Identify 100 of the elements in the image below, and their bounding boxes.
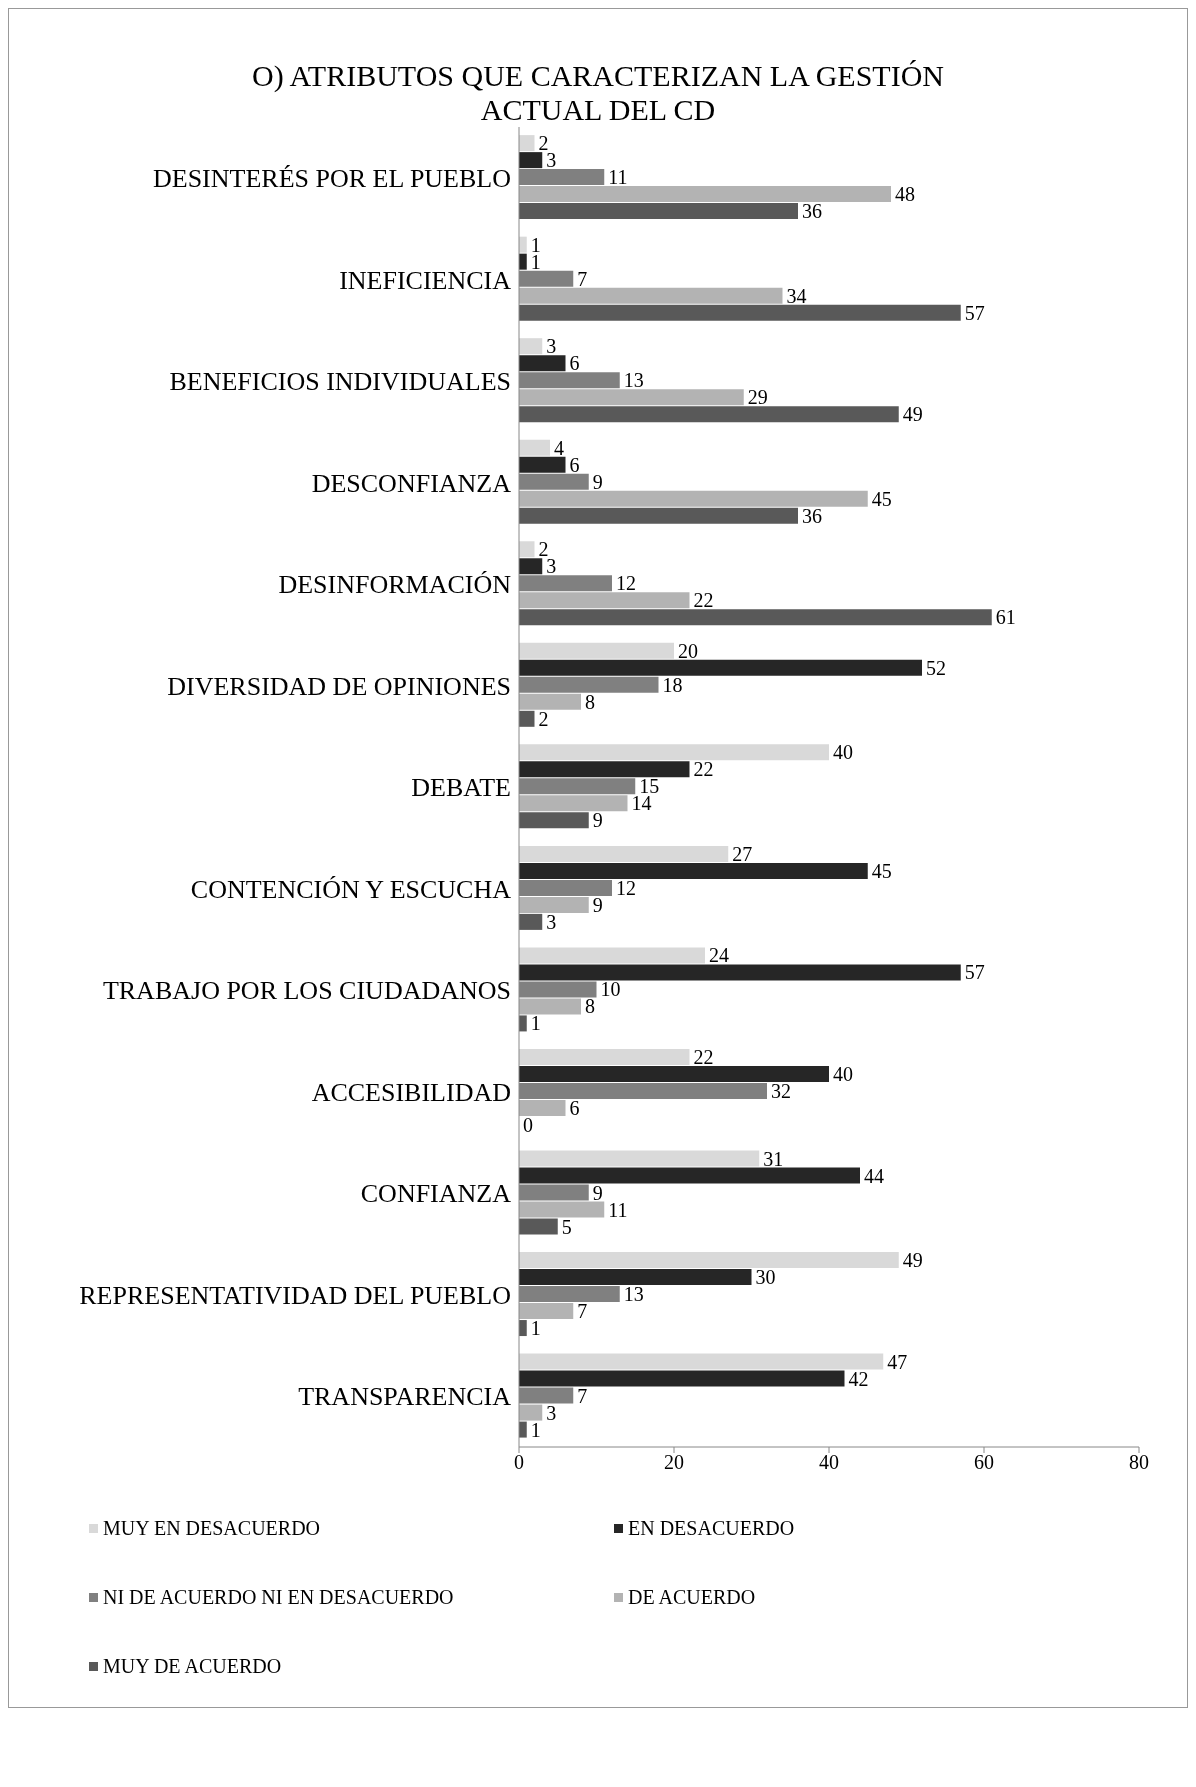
x-tick-label: 20: [664, 1451, 684, 1474]
bar: [519, 1065, 829, 1082]
data-label: 20: [678, 639, 698, 662]
data-label: 6: [569, 352, 580, 375]
y-tick-label: DEBATE: [411, 773, 511, 803]
legend-label: MUY EN DESACUERDO: [103, 1517, 321, 1540]
data-label: 13: [623, 369, 644, 392]
y-tick-label: ACCESIBILIDAD: [311, 1077, 511, 1107]
data-label: 8: [585, 690, 595, 713]
bar: [519, 964, 961, 981]
x-tick-label: 60: [974, 1451, 994, 1474]
chart-title: O) ATRIBUTOS QUE CARACTERIZAN LA GESTIÓN ACTUAL DEL CD: [251, 58, 945, 127]
bar: [519, 1015, 527, 1032]
bar: [519, 1048, 690, 1065]
data-label: 32: [771, 1079, 791, 1102]
y-tick-label: TRABAJO POR LOS CIUDADANOS: [102, 976, 511, 1006]
bar: [519, 744, 829, 761]
bar: [519, 1353, 884, 1370]
data-label: 3: [546, 910, 557, 933]
bar: [519, 1099, 566, 1116]
bar: [519, 913, 543, 930]
y-tick-label: DESINTERÉS POR EL PUEBLO: [153, 164, 511, 193]
bar: [519, 1201, 605, 1218]
bar: [519, 1370, 845, 1387]
x-tick-label: 80: [1129, 1451, 1149, 1474]
data-label: 3: [546, 555, 557, 578]
bar: [519, 1167, 860, 1184]
legend-label: NI DE ACUERDO NI EN DESACUERDO: [103, 1586, 454, 1609]
data-label: 57: [964, 301, 985, 324]
bar: [519, 355, 566, 372]
bar: [519, 1269, 752, 1286]
x-tick-label: 40: [819, 1451, 839, 1474]
y-tick-label: BENEFICIOS INDIVIDUALES: [169, 367, 511, 397]
data-label: 22: [693, 758, 714, 781]
data-label: 40: [833, 741, 853, 764]
legend-label: MUY DE ACUERDO: [103, 1655, 282, 1678]
data-label: 9: [592, 893, 603, 916]
data-label: 7: [577, 1384, 588, 1407]
bar: [519, 1404, 543, 1421]
data-label: 22: [693, 1045, 714, 1068]
data-label: 18: [662, 673, 683, 696]
data-label: 11: [608, 1198, 628, 1221]
bar: [519, 862, 868, 879]
bar: [519, 456, 566, 473]
data-label: 24: [709, 944, 729, 967]
data-label: 45: [871, 859, 892, 882]
data-label: 2: [538, 707, 549, 730]
data-label: 7: [577, 1300, 588, 1323]
data-label: 27: [732, 842, 753, 865]
data-label: 7: [577, 267, 588, 290]
y-tick-label: CONFIANZA: [360, 1179, 512, 1209]
data-label: 5: [561, 1215, 572, 1238]
bar: [519, 693, 581, 710]
data-label: 3: [546, 335, 557, 358]
bar: [519, 592, 690, 609]
data-label: 22: [693, 589, 714, 612]
bar: [519, 135, 535, 152]
bar: [519, 659, 922, 676]
data-label: 12: [616, 876, 636, 899]
bar: [519, 406, 899, 423]
bar: [519, 253, 527, 270]
data-label: 30: [755, 1266, 776, 1289]
bar: [519, 304, 961, 321]
data-label: 6: [569, 453, 580, 476]
y-tick-label: INEFICIENCIA: [339, 265, 512, 295]
data-label: 61: [995, 606, 1016, 629]
y-tick-label: DESCONFIANZA: [311, 468, 512, 498]
data-label: 12: [616, 572, 636, 595]
bar: [519, 1320, 527, 1337]
data-label: 1: [530, 1418, 541, 1441]
data-label: 31: [763, 1147, 784, 1170]
y-tick-label: CONTENCIÓN Y ESCUCHA: [190, 874, 512, 904]
x-tick-label: 0: [514, 1451, 524, 1474]
data-label: 13: [623, 1283, 644, 1306]
y-tick-label: REPRESENTATIVIDAD DEL PUEBLO: [79, 1280, 511, 1310]
bar: [519, 439, 550, 456]
bar: [519, 558, 543, 575]
data-label: 52: [926, 656, 946, 679]
legend-label: DE ACUERDO: [628, 1586, 756, 1609]
data-label: 40: [833, 1062, 853, 1085]
data-label: 3: [546, 1401, 557, 1424]
legend-label: EN DESACUERDO: [628, 1517, 795, 1540]
data-label: 9: [592, 1181, 603, 1204]
data-label: 3: [546, 149, 557, 172]
data-label: 57: [964, 961, 985, 984]
bar: [519, 998, 581, 1015]
bar: [519, 186, 891, 203]
bar: [519, 896, 589, 913]
data-label: 14: [631, 792, 652, 815]
data-label: 9: [592, 470, 603, 493]
bar: [519, 1421, 527, 1438]
data-label: 47: [887, 1350, 908, 1373]
data-label: 42: [848, 1367, 869, 1390]
bar: [519, 609, 992, 626]
bar: [519, 287, 783, 304]
bar: [519, 761, 690, 778]
bar: [519, 1150, 760, 1167]
bar: [519, 389, 744, 406]
data-label: 4: [554, 436, 564, 459]
data-label: 45: [871, 487, 892, 510]
